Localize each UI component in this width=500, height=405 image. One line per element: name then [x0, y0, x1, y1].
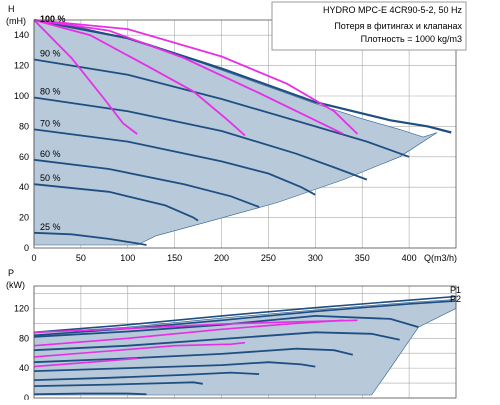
power-system-curve	[33, 319, 344, 347]
power-speed-curve	[33, 371, 260, 381]
info-box-frame	[271, 1, 467, 51]
head-speed-label: 90 %	[40, 49, 61, 59]
info-line-1: Потеря в фитингах и клапанах	[334, 21, 462, 31]
power-speed-curve	[33, 361, 316, 372]
power-speed-curve	[33, 392, 147, 396]
head-plot-frame	[33, 19, 457, 249]
power-speed-curve	[33, 331, 400, 352]
info-box: HYDRO MPC-E 4CR90-5-2, 50 Hz Потеря в фи…	[271, 1, 467, 51]
power-system-curve	[33, 357, 138, 368]
power-speed-curve	[33, 347, 354, 364]
head-speed-curve	[33, 128, 316, 196]
power-legend-p1: P1	[450, 285, 461, 295]
head-speed-label: 60 %	[40, 149, 61, 159]
power-plot-frame	[33, 285, 457, 399]
head-y-axis-label: H	[8, 4, 15, 14]
head-speed-curve	[33, 58, 410, 158]
head-chart: 0 20 40 60 80 100 120 140 0 50 100 150 200 250 300 350 4…	[6, 4, 457, 263]
power-y-tick-label: 0	[24, 393, 29, 400]
head-x-tick-label: 0	[31, 253, 36, 263]
head-y-axis-unit: (mH)	[6, 16, 26, 26]
head-y-tick-label: 60	[19, 152, 29, 162]
power-y-tick-label: 40	[19, 363, 29, 373]
head-y-tick-label: 120	[14, 61, 29, 71]
power-y-axis-unit: (kW)	[6, 280, 25, 290]
power-y-tick-label: 80	[19, 333, 29, 343]
head-system-curve	[33, 19, 359, 135]
head-speed-curve	[33, 231, 147, 246]
head-speed-label: 25 %	[40, 222, 61, 232]
head-y-tick-label: 80	[19, 121, 29, 131]
head-speed-label: 100 %	[40, 14, 66, 24]
power-speed-curve	[33, 381, 203, 387]
head-system-curve	[33, 19, 138, 135]
head-speed-label: 50 %	[40, 173, 61, 183]
head-x-tick-label: 400	[402, 253, 417, 263]
head-speed-curve	[33, 183, 199, 222]
power-legend-p2: P2	[450, 294, 461, 304]
power-system-curve	[33, 319, 358, 334]
head-speed-label: 70 %	[40, 118, 61, 128]
head-y-tick-label: 40	[19, 182, 29, 192]
head-y-tick-label: 0	[24, 243, 29, 253]
power-speed-curve	[33, 314, 419, 338]
head-x-tick-label: 100	[120, 253, 135, 263]
head-x-tick-label: 300	[308, 253, 323, 263]
power-y-tick-label: 120	[14, 303, 29, 313]
power-system-curve	[33, 341, 246, 358]
head-x-tick-label: 50	[76, 253, 86, 263]
head-x-tick-label: 250	[261, 253, 276, 263]
head-y-tick-label: 140	[14, 30, 29, 40]
head-system-curve	[33, 19, 246, 137]
head-system-curve	[33, 19, 344, 135]
head-y-tick-label: 20	[19, 213, 29, 223]
head-x-tick-label: 150	[167, 253, 182, 263]
head-x-tick-label: 350	[355, 253, 370, 263]
head-x-tick-label: 200	[214, 253, 229, 263]
head-speed-curve	[33, 158, 260, 208]
power-y-axis-label: P	[8, 268, 14, 278]
head-y-tick-label: 100	[14, 91, 29, 101]
head-x-axis-label: Q(m3/h)	[424, 253, 457, 263]
info-title: HYDRO MPC-E 4CR90-5-2, 50 Hz	[323, 5, 463, 15]
head-speed-label: 80 %	[40, 87, 61, 97]
info-line-2: Плотность = 1000 kg/m3	[361, 34, 462, 44]
power-speed-curve	[33, 295, 457, 334]
